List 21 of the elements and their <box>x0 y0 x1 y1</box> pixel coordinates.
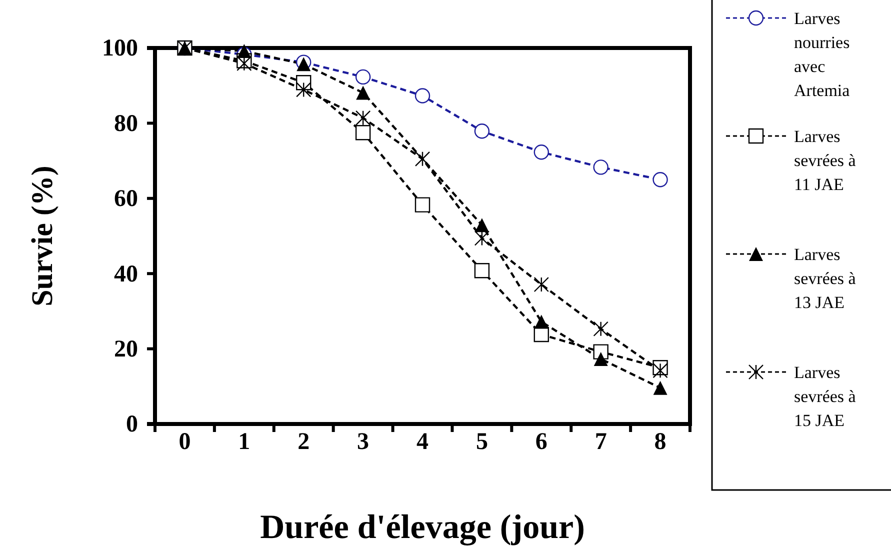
legend-label: Larves sevrées à 13 JAE <box>794 245 856 312</box>
legend-label: Larves sevrées à 15 JAE <box>794 363 856 430</box>
y-tick-label: 20 <box>114 336 138 362</box>
y-tick-label: 0 <box>126 412 138 438</box>
x-tick-label: 6 <box>535 429 548 455</box>
x-tick-label: 7 <box>594 429 607 455</box>
x-tick-label: 8 <box>654 429 666 455</box>
y-axis-title: Survie (%) <box>26 166 59 306</box>
legend-label: Larves sevrées à 11 JAE <box>794 127 856 194</box>
legend-label: Larves nourries avec Artemia <box>794 9 850 100</box>
x-tick-label: 2 <box>298 429 310 455</box>
x-tick-label: 0 <box>178 429 191 455</box>
y-tick-label: 100 <box>102 36 138 62</box>
x-tick-label: 5 <box>476 429 488 455</box>
x-tick-label: 4 <box>416 429 428 455</box>
x-axis-title: Durée d'élevage (jour) <box>260 509 585 546</box>
y-tick-label: 40 <box>114 261 138 288</box>
y-tick-label: 80 <box>114 110 138 137</box>
x-tick-label: 3 <box>357 429 370 455</box>
x-tick-label: 1 <box>238 429 250 455</box>
y-tick-label: 60 <box>114 186 138 212</box>
